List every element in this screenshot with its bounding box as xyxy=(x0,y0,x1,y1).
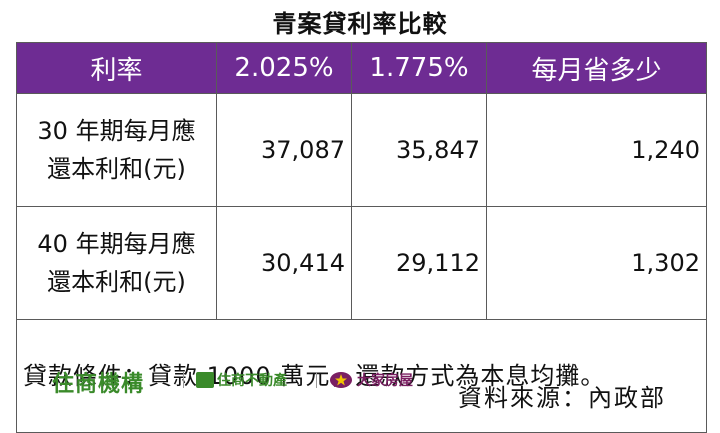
house-logo-icon xyxy=(196,372,214,388)
logo-great-home: 大家房屋 xyxy=(329,370,413,390)
row-label-line1: 40 年期每月應 xyxy=(37,230,196,258)
cell-value: 1,302 xyxy=(486,206,707,320)
brand-name: 住商機構 xyxy=(52,372,145,397)
divider xyxy=(316,372,317,388)
data-source: 資料來源：內政部 xyxy=(458,384,666,412)
row-label-line2: 還本利和(元) xyxy=(47,155,186,183)
row-label-40yr: 40 年期每月應 還本利和(元) xyxy=(16,206,217,320)
row-label-30yr: 30 年期每月應 還本利和(元) xyxy=(16,93,217,207)
header-rate-1775: 1.775% xyxy=(351,42,487,94)
cell-value: 1,240 xyxy=(486,93,707,207)
row-label-line1: 30 年期每月應 xyxy=(37,117,196,145)
logo2-text: 大家房屋 xyxy=(357,373,413,389)
cell-value: 30,414 xyxy=(216,206,352,320)
loan-condition-note: 貸款條件：貸款 1000 萬元，還款方式為本息均攤。 xyxy=(16,319,707,433)
rate-comparison-table: 利率 2.025% 1.775% 每月省多少 30 年期每月應 還本利和(元) … xyxy=(16,42,707,433)
footer: 住商機構 住商不動產 大家房屋 資料來源：內政部 xyxy=(0,360,720,415)
row-label-line2: 還本利和(元) xyxy=(47,268,186,296)
logo-hct-realty: 住商不動產 xyxy=(196,370,287,390)
logo1-text: 住商不動產 xyxy=(217,373,287,389)
table-row: 40 年期每月應 還本利和(元) 30,414 29,112 1,302 xyxy=(16,206,707,320)
cell-value: 35,847 xyxy=(351,93,487,207)
table-header-row: 利率 2.025% 1.775% 每月省多少 xyxy=(16,42,707,94)
star-logo-icon xyxy=(330,372,352,388)
header-rate-2025: 2.025% xyxy=(216,42,352,94)
table-row: 30 年期每月應 還本利和(元) 37,087 35,847 1,240 xyxy=(16,93,707,207)
header-monthly-savings: 每月省多少 xyxy=(486,42,707,94)
divider xyxy=(183,372,184,388)
header-rate: 利率 xyxy=(16,42,217,94)
cell-value: 29,112 xyxy=(351,206,487,320)
page-title: 青案貸利率比較 xyxy=(272,10,448,38)
condition-row: 貸款條件：貸款 1000 萬元，還款方式為本息均攤。 xyxy=(16,319,707,433)
cell-value: 37,087 xyxy=(216,93,352,207)
